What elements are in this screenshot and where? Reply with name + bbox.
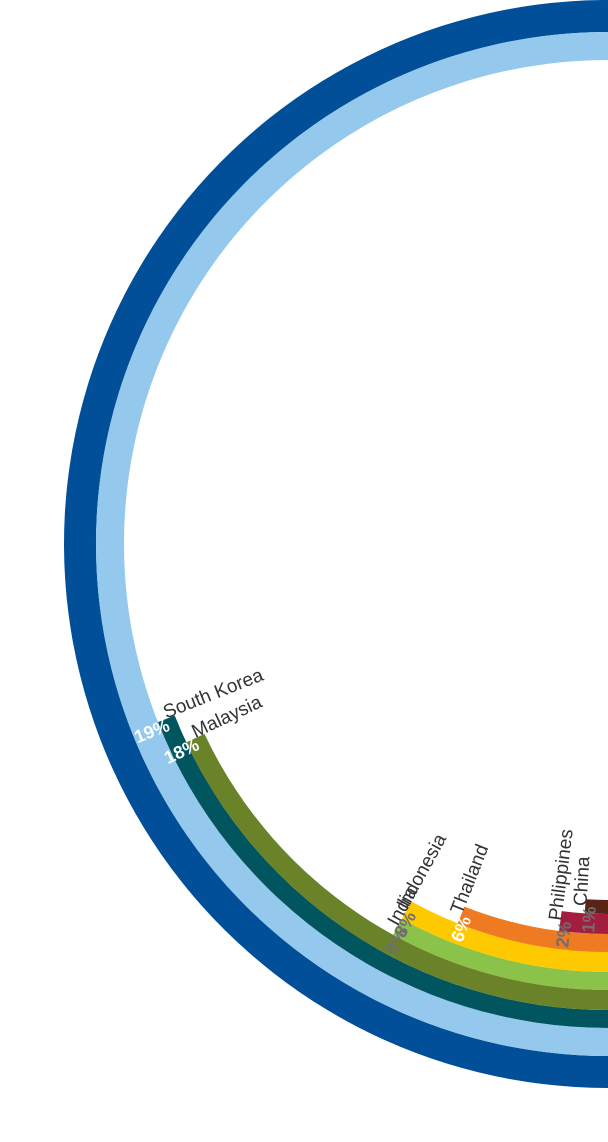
bar-thailand [457,906,608,952]
bar-india [393,919,608,990]
bar-singapore [96,32,608,1056]
bars-group [63,0,608,1088]
country-label-indonesia: Indonesia [393,830,451,913]
bar-malaysia [186,733,608,1010]
country-label-thailand: Thailand [447,842,493,918]
bar-south-korea [157,715,608,1028]
bar-philippines [559,911,608,934]
value-label-china: 1% [578,906,600,933]
bar-indonesia [401,901,608,972]
country-label-china: China [570,855,594,906]
value-label-philippines: 2% [552,920,575,948]
bar-china [584,899,608,914]
